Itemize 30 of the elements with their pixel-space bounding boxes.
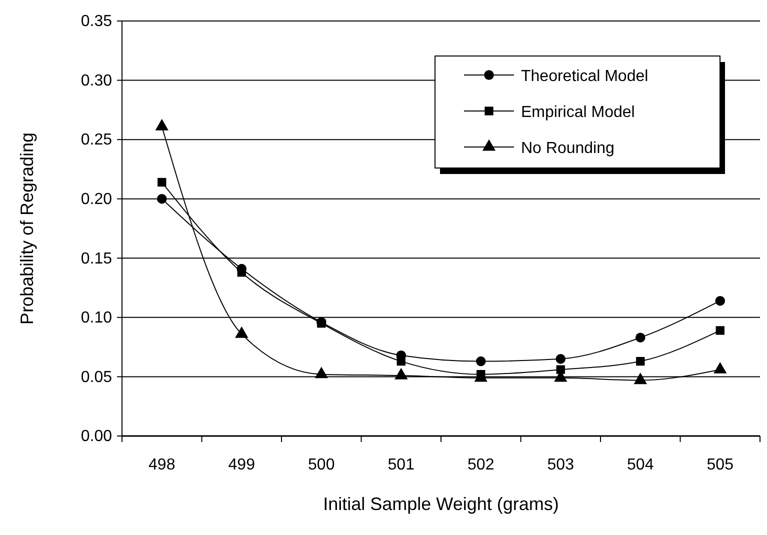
point (635, 332, 646, 342)
point (715, 296, 726, 306)
x-tick-label: 503 (547, 456, 574, 474)
point (556, 354, 566, 364)
x-tick-label: 499 (228, 456, 256, 474)
y-tick-label: 0.05 (80, 368, 112, 386)
point (476, 356, 486, 366)
x-tick-label: 501 (388, 456, 415, 474)
x-tick-label: 500 (308, 456, 335, 474)
point (396, 356, 406, 366)
legend-label: Empirical Model (521, 104, 635, 121)
y-tick-label: 0.30 (80, 72, 112, 90)
point (716, 326, 724, 335)
y-tick-label: 0.15 (80, 250, 112, 268)
y-tick-label: 0.00 (80, 428, 112, 446)
y-tick-label: 0.25 (80, 132, 112, 149)
y-tick-label: 0.10 (80, 310, 112, 327)
point (158, 178, 166, 187)
y-axis-title: Probability of Regrading (17, 132, 37, 325)
x-tick-label: 502 (468, 456, 494, 474)
point (156, 194, 167, 204)
y-tick-label: 0.35 (80, 13, 112, 30)
x-tick-label: 505 (706, 456, 734, 474)
x-tick-label: 498 (148, 456, 176, 474)
x-axis-title: Initial Sample Weight (grams) (323, 494, 559, 514)
point (636, 356, 645, 366)
legend-label: Theoretical Model (521, 68, 648, 85)
y-tick-label: 0.20 (80, 190, 112, 208)
legend-label: No Rounding (521, 140, 614, 157)
x-tick-label: 504 (627, 456, 654, 474)
